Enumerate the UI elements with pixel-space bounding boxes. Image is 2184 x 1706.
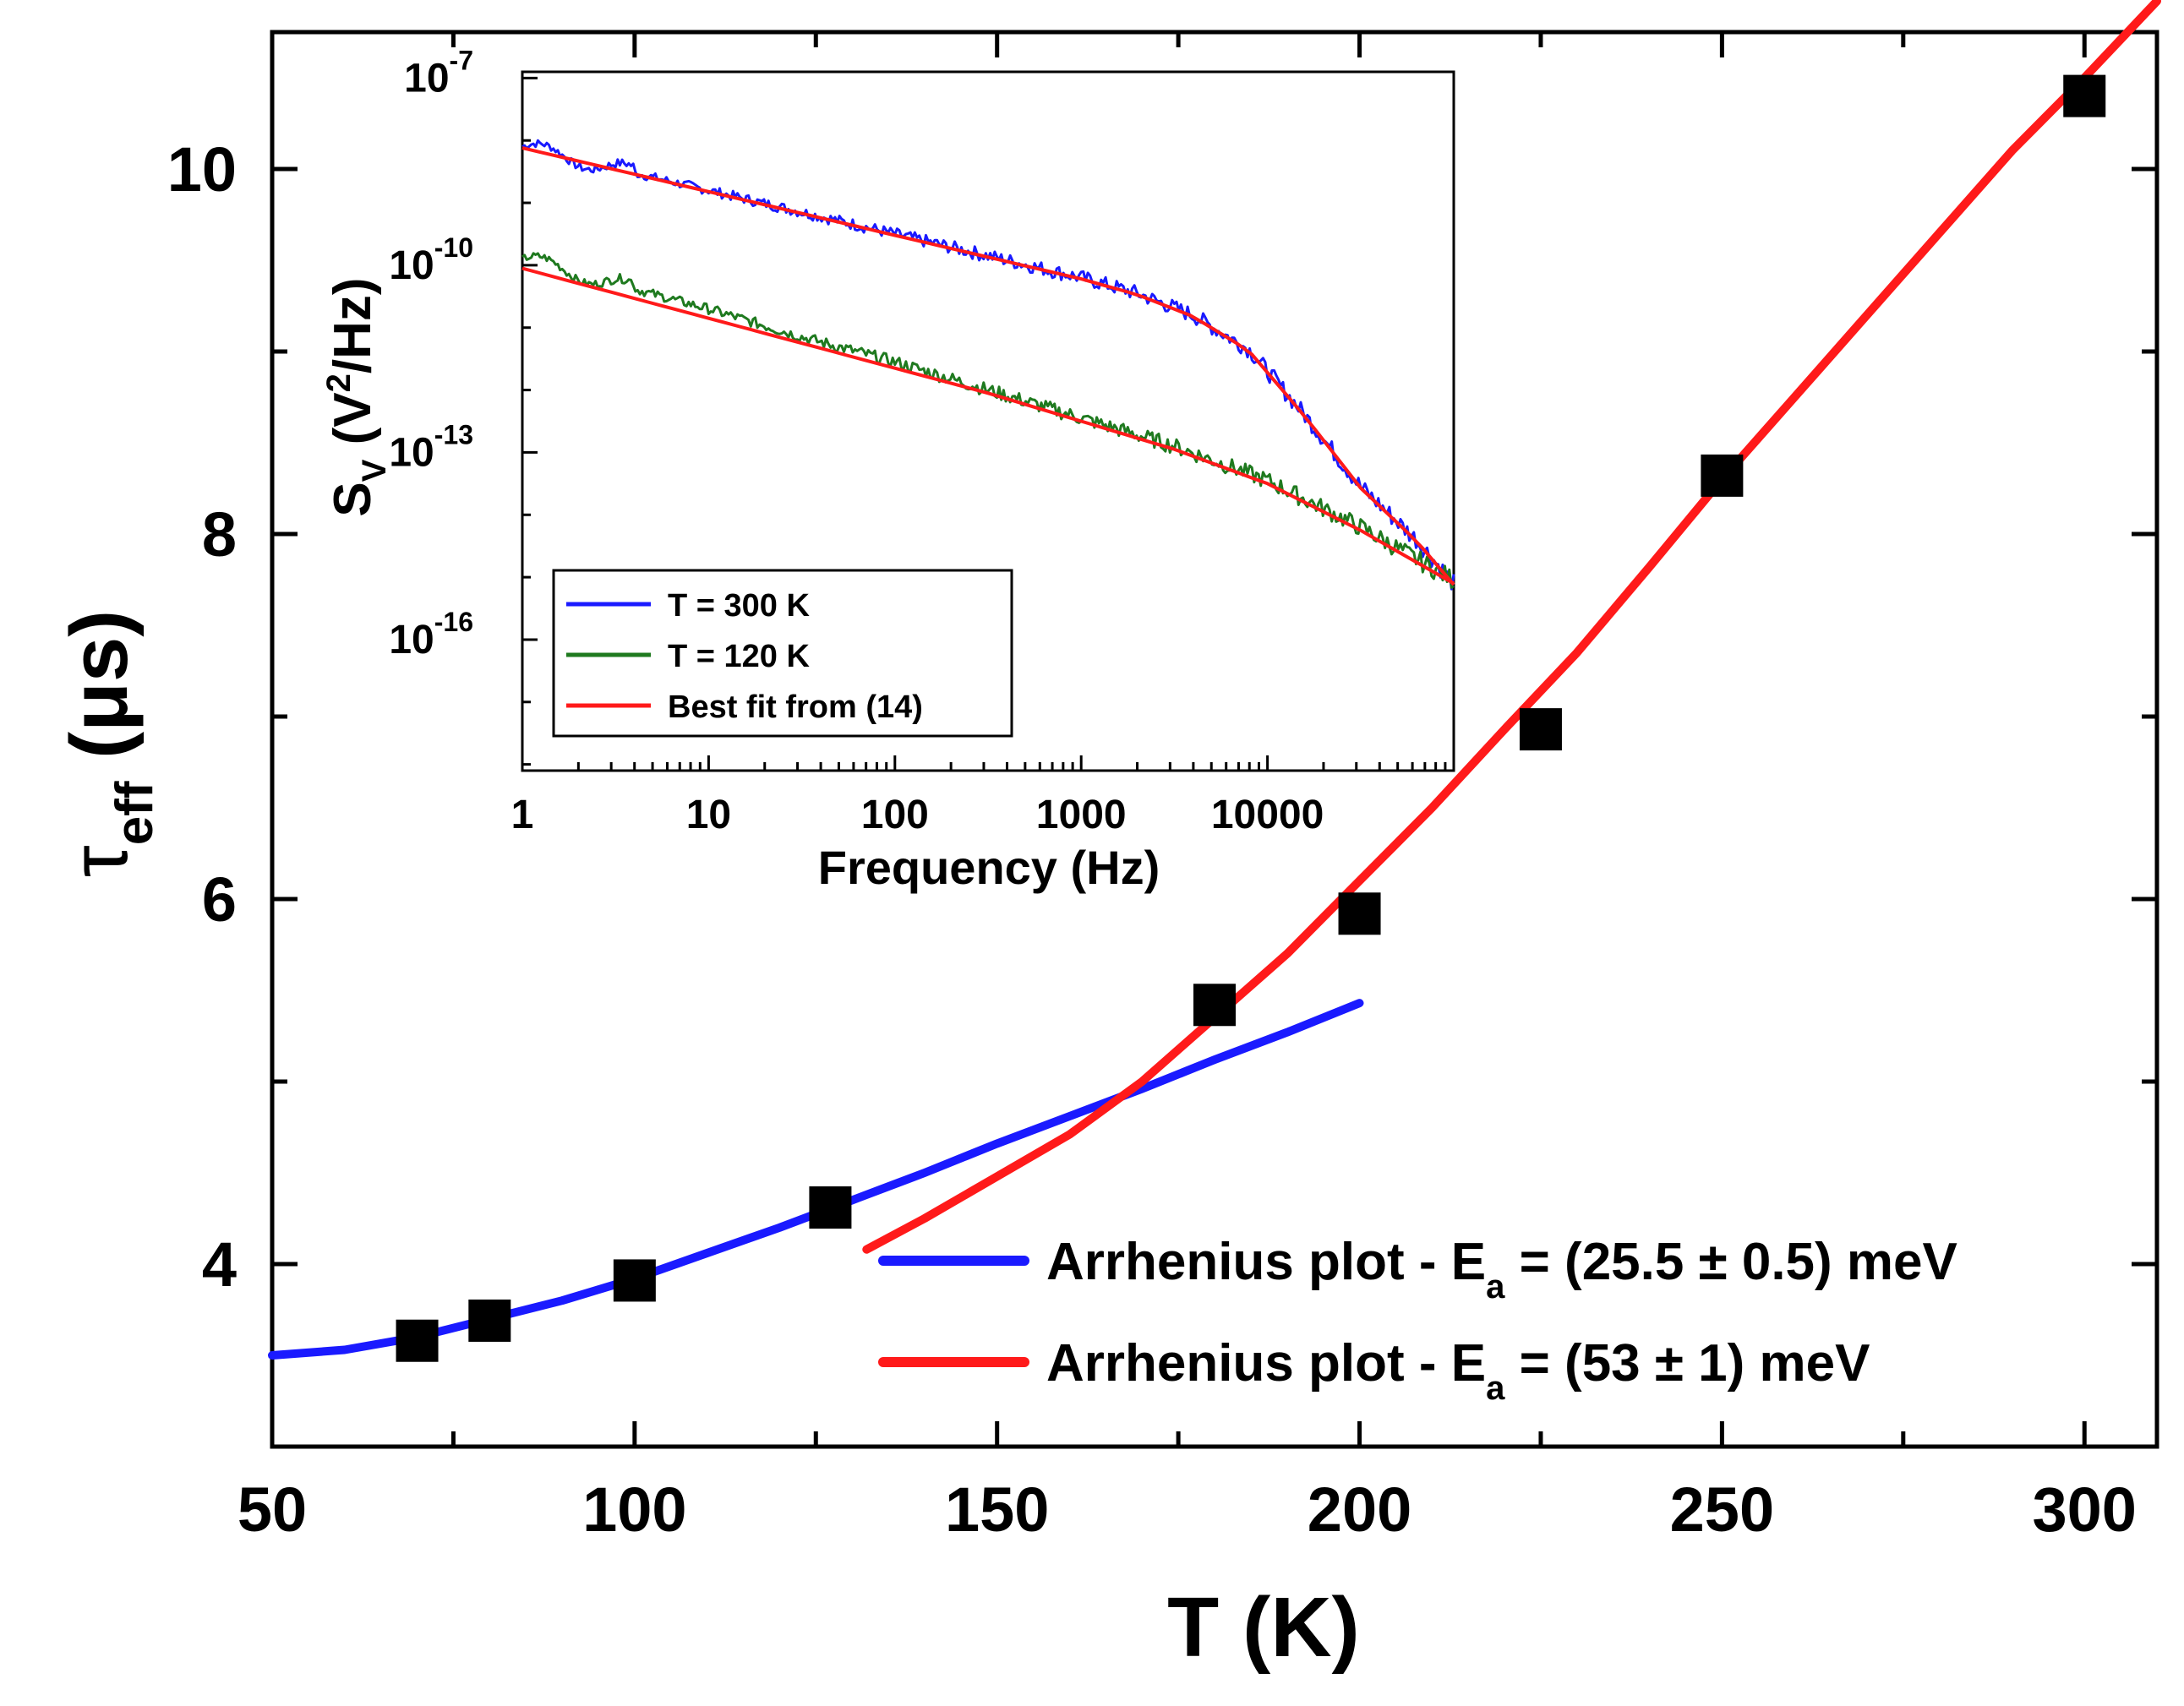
inset-x-tick-label: 100 — [861, 793, 929, 837]
x-axis-title: T (K) — [1167, 1580, 1360, 1675]
y-tick-label: 10 — [167, 134, 237, 204]
data-point — [809, 1186, 852, 1229]
data-point — [1519, 708, 1562, 751]
inset-y-tick-label: 10-7 — [404, 45, 473, 101]
legend-label-rest: = (53 ± 1) meV — [1504, 1334, 1870, 1393]
inset-y-tick-base: 10 — [404, 56, 449, 101]
data-point — [2063, 74, 2106, 117]
x-tick-label: 100 — [582, 1474, 686, 1545]
inset-x-tick-label: 1 — [511, 793, 534, 837]
inset-legend-label-2: T = 120 K — [668, 639, 810, 674]
x-tick-label: 300 — [2032, 1474, 2136, 1545]
y-axis-title: τeff (μs) — [54, 610, 164, 877]
inset-y-axis-title: SV (V2/Hz) — [320, 277, 393, 516]
y-axis-unit: (μs) — [54, 610, 145, 782]
fit-line-1 — [268, 999, 1364, 1360]
data-point — [468, 1299, 511, 1342]
x-tick-label: 200 — [1308, 1474, 1411, 1545]
legend-label-main: Arrhenius plot - E — [1046, 1233, 1486, 1291]
inset-y-axis-superscript: 2 — [320, 373, 358, 392]
inset-y-tick-label: 10-13 — [389, 419, 473, 475]
inset-x-tick-label: 1000 — [1036, 793, 1127, 837]
legend-label-1: Arrhenius plot - Ea = (25.5 ± 0.5) meV — [1046, 1233, 1957, 1305]
y-tick-label: 6 — [202, 864, 237, 935]
legend-label-subscript: a — [1486, 1370, 1505, 1407]
inset-fit-curve — [521, 266, 1455, 586]
inset-y-axis-unit: (V — [324, 392, 382, 459]
inset-fit-curve — [521, 146, 1455, 586]
y-axis-subscript: eff — [106, 781, 164, 845]
inset-y-tick-exponent: -13 — [434, 419, 473, 450]
inset-x-tick-label: 10000 — [1211, 793, 1324, 837]
y-tick-label: 4 — [202, 1229, 237, 1300]
inset-measured-curve — [521, 252, 1455, 589]
legend-label-main: Arrhenius plot - E — [1046, 1334, 1486, 1393]
fit-line-2 — [862, 0, 2161, 1254]
data-point — [613, 1259, 656, 1302]
inset-legend-label-1: T = 300 K — [668, 588, 810, 624]
main-legend: Arrhenius plot - Ea = (25.5 ± 0.5) meVAr… — [878, 1233, 1957, 1407]
inset-y-tick-label: 10-10 — [389, 232, 473, 288]
legend-label-2: Arrhenius plot - Ea = (53 ± 1) meV — [1046, 1334, 1870, 1407]
legend-label-subscript: a — [1486, 1268, 1505, 1305]
data-point — [1193, 984, 1236, 1027]
x-tick-label: 150 — [945, 1474, 1049, 1545]
inset-y-tick-exponent: -7 — [450, 45, 473, 75]
inset-x-axis-title: Frequency (Hz) — [818, 841, 1160, 894]
inset-y-tick-label: 10-16 — [389, 607, 473, 662]
data-point — [1701, 454, 1744, 497]
y-tick-label: 8 — [202, 499, 237, 570]
x-tick-label: 50 — [238, 1474, 307, 1545]
inset-y-tick-exponent: -10 — [434, 232, 473, 263]
inset-y-tick-base: 10 — [389, 430, 434, 475]
inset-y-tick-base: 10 — [389, 243, 434, 288]
inset-y-tick-base: 10 — [389, 618, 434, 662]
legend-label-rest: = (25.5 ± 0.5) meV — [1504, 1233, 1957, 1291]
main-plot-frame — [270, 30, 2159, 1449]
inset-x-tick-label: 10 — [686, 793, 731, 837]
data-point — [1338, 892, 1381, 935]
inset-y-axis-subscript: V — [356, 459, 393, 482]
data-point — [396, 1319, 439, 1362]
y-axis-symbol: τ — [54, 845, 145, 877]
inset-legend-label-3: Best fit from (14) — [668, 689, 923, 725]
main-points-group — [396, 74, 2106, 1362]
inset-y-axis-unit-end: /Hz) — [324, 277, 382, 373]
inset-y-axis-symbol: S — [324, 482, 382, 516]
main-axes: 50 100 150 200 250 300 4 6 8 10 T (K) τeff (μs) — [54, 30, 2159, 1675]
x-tick-label: 250 — [1670, 1474, 1774, 1545]
inset-y-tick-exponent: -16 — [434, 607, 473, 637]
